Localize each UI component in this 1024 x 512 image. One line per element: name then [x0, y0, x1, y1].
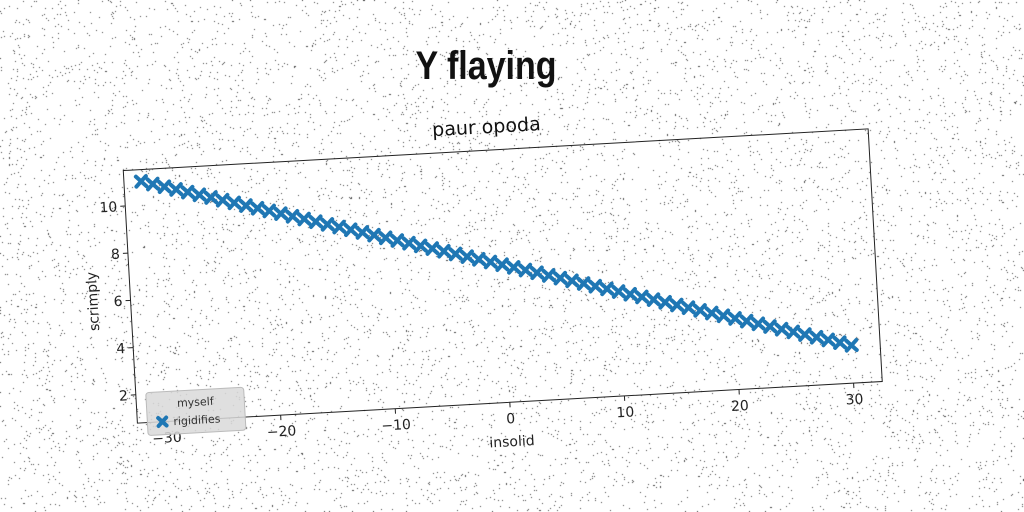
- data-point: [646, 292, 661, 307]
- data-point: [820, 332, 836, 348]
- data-point: [832, 335, 848, 350]
- x-tick-label: 30: [845, 392, 864, 409]
- data-point: [727, 311, 743, 326]
- data-point: [622, 286, 638, 302]
- data-point: [238, 198, 254, 213]
- data-points: [133, 174, 859, 353]
- data-point: [401, 235, 417, 251]
- legend: myself rigidifies: [145, 386, 247, 436]
- data-point: [133, 174, 149, 189]
- x-tick-label: 10: [616, 404, 635, 421]
- data-point: [424, 241, 440, 256]
- data-point: [378, 230, 393, 246]
- data-point: [459, 249, 475, 264]
- y-tick-label: 2: [119, 388, 129, 404]
- data-point: [588, 278, 603, 294]
- data-point: [797, 327, 813, 342]
- data-point: [681, 300, 696, 315]
- data-point: [541, 268, 556, 283]
- data-point: [366, 227, 382, 243]
- data-point: [448, 246, 463, 262]
- figure-suptitle: Y flaying: [415, 44, 557, 88]
- data-point: [751, 316, 766, 332]
- data-point: [483, 254, 498, 270]
- x-tick-label: −10: [381, 417, 411, 435]
- data-point: [553, 270, 568, 286]
- data-point: [692, 303, 708, 318]
- y-tick-label: 10: [99, 199, 118, 216]
- data-point: [296, 211, 312, 227]
- data-point: [331, 219, 347, 235]
- data-point: [157, 179, 172, 195]
- legend-label: rigidifies: [173, 412, 221, 428]
- data-point: [506, 260, 522, 275]
- data-point: [180, 184, 195, 200]
- data-point: [809, 329, 824, 345]
- data-point: [320, 217, 335, 232]
- data-point: [611, 284, 626, 299]
- data-point: [576, 276, 591, 291]
- legend-marker-x: [156, 415, 169, 428]
- data-point: [634, 289, 650, 305]
- x-tick-label: 20: [731, 398, 750, 415]
- data-point: [285, 209, 300, 224]
- data-point: [669, 297, 685, 313]
- data-point: [471, 252, 487, 267]
- y-tick-label: 6: [113, 294, 123, 310]
- data-point: [844, 338, 859, 353]
- x-axis-label: insolid: [489, 433, 535, 452]
- data-point: [145, 176, 161, 192]
- data-point: [215, 192, 230, 208]
- data-point: [390, 233, 405, 248]
- data-point: [518, 262, 533, 278]
- y-axis-label: scrimply: [84, 271, 103, 331]
- data-point: [355, 225, 370, 240]
- data-point: [227, 195, 242, 211]
- x-tick-label: −20: [266, 423, 296, 441]
- data-point: [168, 182, 184, 197]
- x-tick-label: 0: [506, 411, 516, 427]
- y-tick-label: 8: [111, 247, 121, 263]
- legend-title: myself: [177, 395, 215, 410]
- data-point: [343, 222, 359, 238]
- data-point: [250, 200, 265, 216]
- data-point: [413, 238, 428, 254]
- data-point: [192, 187, 207, 203]
- y-tick-label: 4: [116, 341, 126, 357]
- data-point: [774, 321, 789, 337]
- data-point: [599, 281, 615, 297]
- data-point: [494, 257, 510, 272]
- plot-area-frame: [122, 128, 883, 424]
- data-point: [261, 203, 277, 219]
- data-point: [657, 295, 673, 310]
- data-point: [785, 324, 801, 340]
- data-point: [529, 265, 545, 281]
- data-point: [564, 273, 580, 289]
- data-point: [436, 243, 452, 259]
- data-point: [273, 206, 289, 221]
- legend-box: [145, 386, 247, 436]
- data-point: [716, 308, 731, 324]
- chart-title: paur opoda: [432, 113, 542, 141]
- y-axis-ticks: 2 4 6 8 10: [99, 199, 136, 405]
- data-point: [704, 305, 720, 321]
- legend-marker: [156, 415, 169, 428]
- data-point: [203, 190, 219, 205]
- data-point: [308, 214, 324, 229]
- data-point: [739, 313, 754, 329]
- data-point: [762, 319, 778, 334]
